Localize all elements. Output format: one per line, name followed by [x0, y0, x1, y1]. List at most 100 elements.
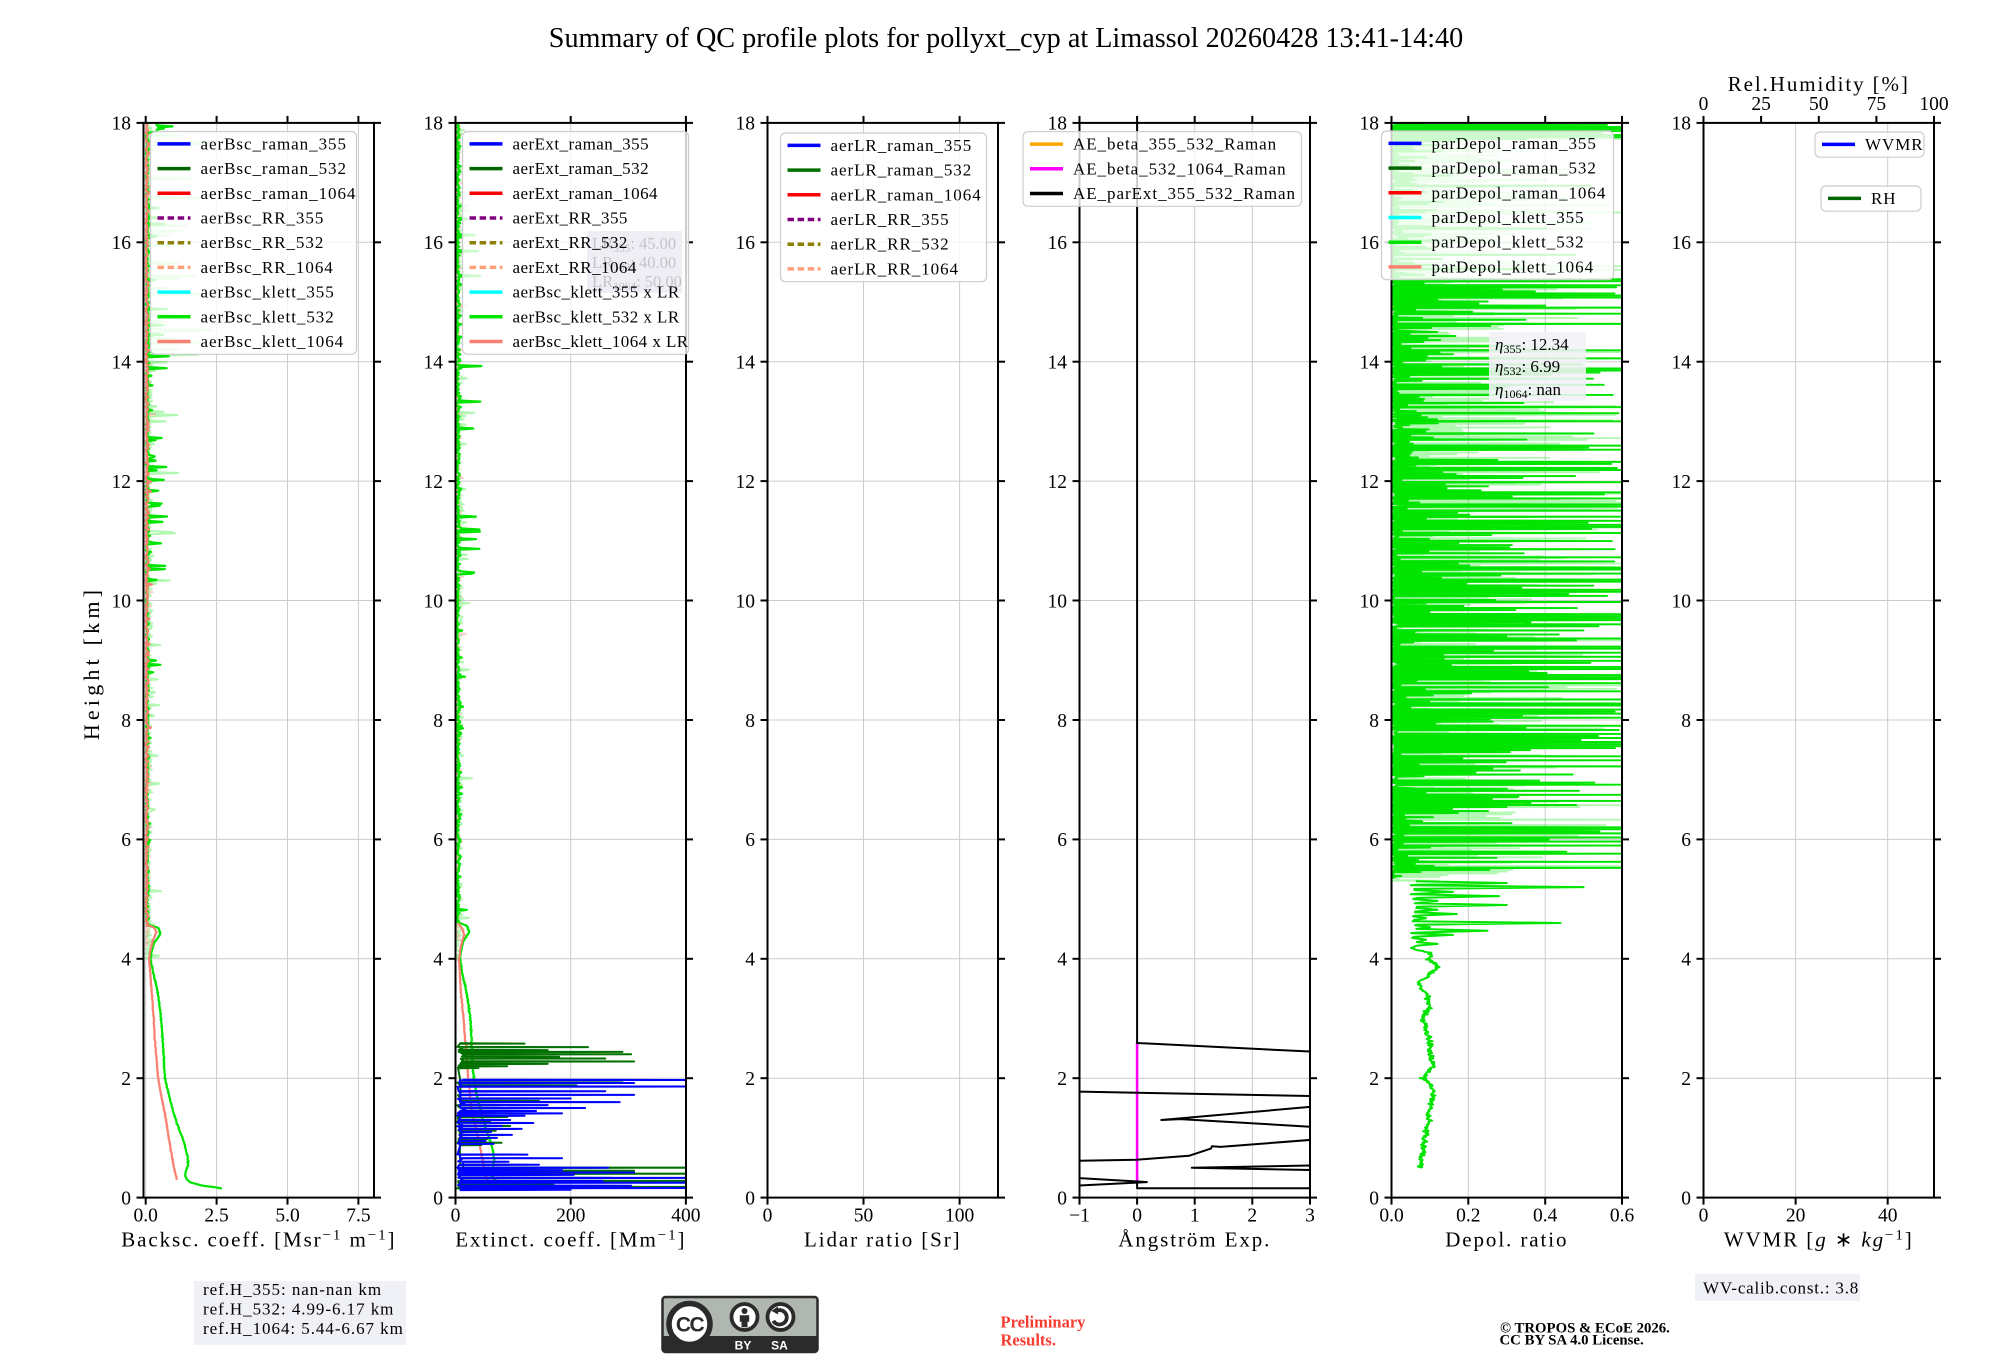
svg-text:12: 12 — [1672, 472, 1692, 493]
svg-text:4: 4 — [745, 950, 755, 971]
svg-text:0: 0 — [763, 1206, 773, 1227]
svg-text:CC BY SA 4.0 License.: CC BY SA 4.0 License. — [1500, 1333, 1644, 1349]
svg-text:12: 12 — [1360, 472, 1380, 493]
svg-text:7.5: 7.5 — [346, 1206, 370, 1227]
svg-text:4: 4 — [121, 950, 131, 971]
svg-text:6: 6 — [1681, 830, 1691, 851]
svg-text:η532: 6.99: η532: 6.99 — [1495, 357, 1560, 378]
svg-text:0: 0 — [1681, 1188, 1691, 1209]
svg-text:18: 18 — [736, 114, 756, 135]
svg-text:aerBsc_raman_1064: aerBsc_raman_1064 — [201, 184, 357, 203]
svg-text:8: 8 — [433, 711, 443, 732]
svg-text:0.6: 0.6 — [1610, 1206, 1635, 1227]
svg-text:16: 16 — [736, 233, 756, 254]
svg-text:aerBsc_RR_532: aerBsc_RR_532 — [201, 233, 325, 252]
svg-text:0: 0 — [1132, 1206, 1142, 1227]
svg-text:aerBsc_RR_1064: aerBsc_RR_1064 — [201, 258, 334, 277]
svg-text:8: 8 — [1681, 711, 1691, 732]
svg-text:1: 1 — [1190, 1206, 1200, 1227]
svg-text:aerExt_raman_1064: aerExt_raman_1064 — [513, 184, 659, 203]
svg-text:14: 14 — [1672, 353, 1692, 374]
svg-text:14: 14 — [736, 353, 756, 374]
svg-text:SA: SA — [771, 1339, 788, 1353]
svg-text:aerBsc_klett_532 x LR: aerBsc_klett_532 x LR — [513, 307, 680, 326]
svg-text:aerBsc_klett_532: aerBsc_klett_532 — [201, 307, 335, 326]
svg-text:parDepol_raman_1064: parDepol_raman_1064 — [1432, 183, 1607, 202]
svg-text:aerBsc_klett_1064: aerBsc_klett_1064 — [201, 332, 345, 351]
svg-text:10: 10 — [112, 591, 132, 612]
svg-text:0: 0 — [121, 1188, 131, 1209]
svg-text:Height [km]: Height [km] — [79, 586, 104, 740]
svg-text:6: 6 — [745, 830, 755, 851]
svg-text:4: 4 — [433, 950, 443, 971]
svg-text:2: 2 — [745, 1069, 755, 1090]
svg-text:Extinct. coeff. [Mm−1]: Extinct. coeff. [Mm−1] — [455, 1228, 686, 1252]
svg-text:2.5: 2.5 — [204, 1206, 228, 1227]
svg-text:40: 40 — [1878, 1206, 1898, 1227]
svg-text:aerLR_RR_532: aerLR_RR_532 — [831, 235, 950, 254]
svg-text:200: 200 — [556, 1206, 585, 1227]
svg-text:0.0: 0.0 — [134, 1206, 158, 1227]
svg-text:16: 16 — [1048, 233, 1068, 254]
svg-text:14: 14 — [1048, 353, 1068, 374]
svg-text:parDepol_raman_355: parDepol_raman_355 — [1432, 134, 1597, 153]
svg-text:−1: −1 — [1069, 1206, 1090, 1227]
svg-text:0.4: 0.4 — [1533, 1206, 1558, 1227]
svg-text:100: 100 — [945, 1206, 974, 1227]
svg-text:LR532: 40.00: LR532: 40.00 — [592, 253, 676, 274]
svg-text:2: 2 — [433, 1069, 443, 1090]
svg-text:2: 2 — [1369, 1069, 1379, 1090]
svg-text:4: 4 — [1057, 950, 1067, 971]
svg-text:aerBsc_RR_355: aerBsc_RR_355 — [201, 209, 325, 228]
svg-text:10: 10 — [1048, 591, 1068, 612]
svg-text:aerLR_raman_532: aerLR_raman_532 — [831, 161, 973, 180]
svg-text:6: 6 — [121, 830, 131, 851]
svg-text:aerLR_raman_355: aerLR_raman_355 — [831, 136, 973, 155]
svg-text:5.0: 5.0 — [275, 1206, 299, 1227]
svg-text:10: 10 — [736, 591, 756, 612]
svg-text:0: 0 — [1369, 1188, 1379, 1209]
svg-text:100: 100 — [1919, 94, 1948, 115]
svg-text:18: 18 — [1048, 114, 1068, 135]
svg-text:2: 2 — [1681, 1069, 1691, 1090]
svg-text:0: 0 — [433, 1188, 443, 1209]
svg-text:Results.: Results. — [1001, 1331, 1056, 1350]
svg-text:Rel.Humidity [%]: Rel.Humidity [%] — [1728, 72, 1910, 96]
svg-text:16: 16 — [424, 233, 444, 254]
svg-text:Lidar ratio [Sr]: Lidar ratio [Sr] — [804, 1228, 962, 1252]
svg-text:2: 2 — [121, 1069, 131, 1090]
svg-text:ref.H_355: nan-nan km: ref.H_355: nan-nan km — [203, 1280, 382, 1299]
svg-text:14: 14 — [424, 353, 444, 374]
svg-text:14: 14 — [1360, 353, 1380, 374]
svg-text:0: 0 — [745, 1188, 755, 1209]
svg-text:aerExt_RR_355: aerExt_RR_355 — [513, 209, 628, 228]
svg-text:0: 0 — [451, 1206, 461, 1227]
svg-text:10: 10 — [1360, 591, 1380, 612]
svg-text:0.0: 0.0 — [1379, 1206, 1403, 1227]
svg-text:4: 4 — [1681, 950, 1691, 971]
svg-text:75: 75 — [1867, 94, 1887, 115]
svg-text:18: 18 — [424, 114, 444, 135]
svg-text:6: 6 — [1369, 830, 1379, 851]
svg-text:Ångström Exp.: Ångström Exp. — [1118, 1228, 1271, 1252]
svg-text:8: 8 — [121, 711, 131, 732]
svg-text:aerLR_raman_1064: aerLR_raman_1064 — [831, 185, 982, 204]
svg-text:parDepol_klett_1064: parDepol_klett_1064 — [1432, 257, 1595, 276]
svg-text:LR355: 45.00: LR355: 45.00 — [592, 234, 676, 255]
svg-text:3: 3 — [1305, 1206, 1315, 1227]
svg-text:4: 4 — [1369, 950, 1379, 971]
svg-text:12: 12 — [1048, 472, 1068, 493]
svg-text:WVMR: WVMR — [1865, 135, 1924, 154]
svg-text:aerLR_RR_1064: aerLR_RR_1064 — [831, 259, 960, 278]
svg-text:parDepol_klett_355: parDepol_klett_355 — [1432, 208, 1585, 227]
svg-text:0: 0 — [1699, 94, 1709, 115]
svg-text:aerBsc_raman_532: aerBsc_raman_532 — [201, 159, 347, 178]
svg-text:RH: RH — [1871, 189, 1897, 208]
svg-text:12: 12 — [736, 472, 756, 493]
svg-text:18: 18 — [1672, 114, 1692, 135]
svg-text:2: 2 — [1057, 1069, 1067, 1090]
svg-text:50: 50 — [854, 1206, 874, 1227]
svg-text:η355: 12.34: η355: 12.34 — [1495, 335, 1569, 356]
svg-text:aerLR_RR_355: aerLR_RR_355 — [831, 210, 950, 229]
svg-text:WV-calib.const.: 3.8: WV-calib.const.: 3.8 — [1703, 1279, 1859, 1298]
